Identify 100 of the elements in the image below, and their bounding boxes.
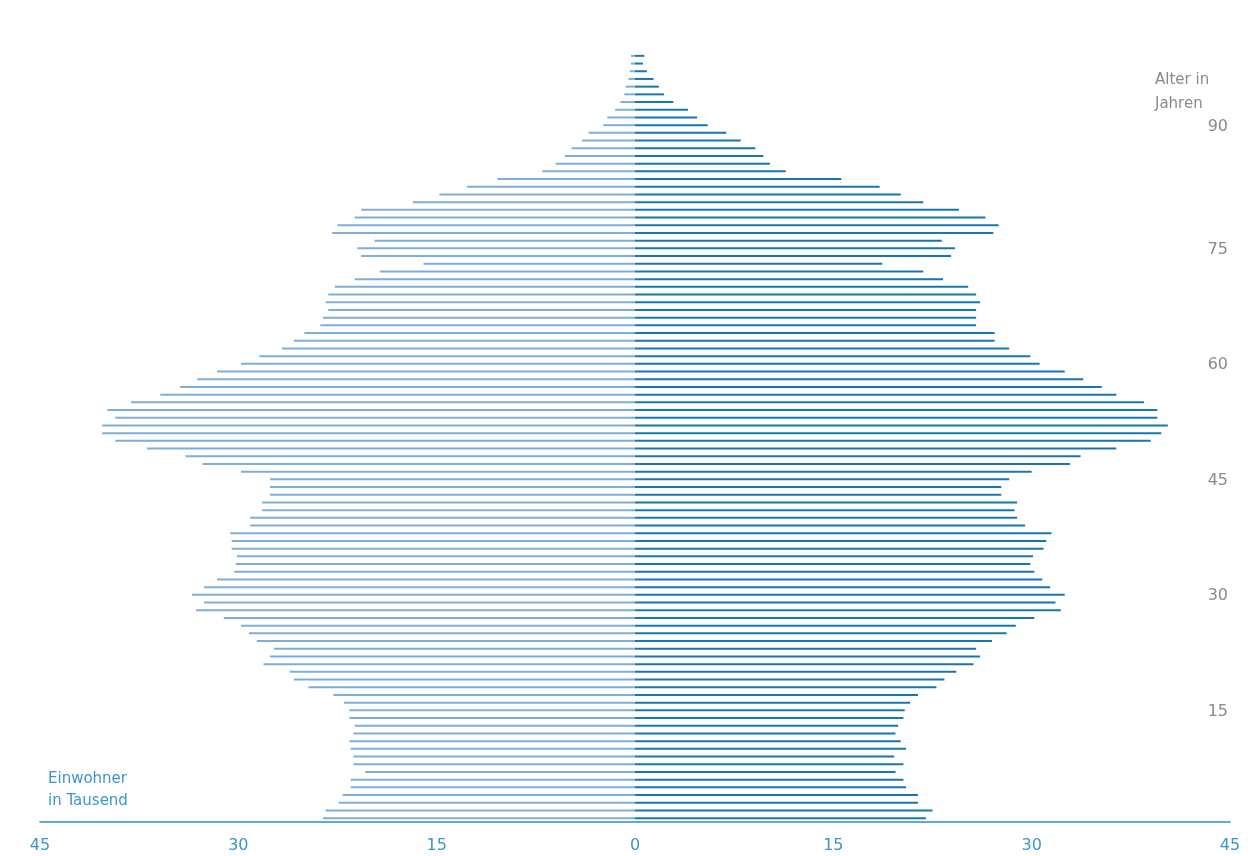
bar — [635, 640, 992, 643]
bar — [304, 332, 635, 335]
bar — [635, 770, 896, 773]
bar — [379, 270, 635, 273]
bar — [635, 62, 643, 65]
bar — [274, 647, 635, 650]
bar — [374, 239, 635, 242]
bar — [350, 778, 635, 781]
bar — [635, 455, 1081, 458]
bar — [325, 301, 635, 304]
bar — [635, 293, 977, 296]
bar — [635, 324, 977, 327]
bar — [237, 555, 635, 558]
y-tick-label: 60 — [1207, 354, 1228, 374]
bar — [620, 101, 635, 104]
bar — [635, 393, 1117, 396]
bar — [635, 563, 1031, 566]
bar — [635, 778, 904, 781]
bar — [635, 663, 974, 666]
y-tick-label: 30 — [1207, 585, 1228, 605]
bar — [607, 116, 635, 119]
bar — [349, 709, 635, 712]
bar — [635, 786, 907, 789]
bar — [635, 555, 1033, 558]
bar — [635, 108, 688, 111]
bar — [217, 370, 635, 373]
bar — [635, 178, 842, 181]
bar — [320, 324, 635, 327]
bar — [332, 231, 635, 234]
bar — [202, 462, 635, 465]
bar — [354, 216, 635, 219]
bar — [635, 201, 924, 204]
bar — [102, 432, 635, 435]
bar — [250, 524, 635, 527]
bar — [344, 701, 635, 704]
bar — [635, 193, 901, 196]
bar — [635, 439, 1151, 442]
bar — [635, 670, 957, 673]
bar — [262, 509, 635, 512]
bar — [423, 262, 635, 265]
bar — [361, 255, 635, 258]
bar — [635, 740, 901, 743]
bar — [354, 278, 635, 281]
bar — [635, 747, 907, 750]
bar — [635, 701, 911, 704]
bar — [262, 501, 635, 504]
bar — [635, 77, 654, 80]
bar — [635, 632, 1007, 635]
bar — [635, 370, 1065, 373]
bar — [635, 262, 883, 265]
bar — [147, 447, 635, 450]
x-tick-label: 15 — [823, 834, 844, 854]
bar — [635, 447, 1117, 450]
bar — [337, 224, 635, 227]
bar — [635, 139, 741, 142]
bar — [635, 224, 999, 227]
bar — [635, 424, 1168, 427]
bar — [240, 470, 635, 473]
bar — [185, 455, 635, 458]
bar — [628, 77, 635, 80]
bar — [635, 609, 1061, 612]
bar — [115, 416, 635, 419]
bar — [635, 362, 1040, 365]
bar — [635, 547, 1044, 550]
bar — [635, 462, 1071, 465]
bar — [203, 586, 635, 589]
bar — [635, 578, 1043, 581]
bar — [582, 139, 635, 142]
bar — [635, 162, 770, 165]
bar — [635, 801, 918, 804]
bar — [635, 709, 905, 712]
bar — [230, 532, 635, 535]
bar — [635, 170, 786, 173]
bar — [334, 285, 635, 288]
bar — [365, 770, 635, 773]
bar — [603, 124, 635, 127]
bar — [240, 624, 635, 627]
bar — [293, 339, 635, 342]
bar — [635, 270, 924, 273]
y-tick-label: 90 — [1207, 115, 1228, 135]
bar — [308, 686, 635, 689]
bar — [624, 93, 635, 96]
bar — [234, 570, 635, 573]
bar — [635, 231, 994, 234]
bar — [635, 378, 1084, 381]
bar — [102, 424, 635, 427]
bar — [353, 755, 635, 758]
bar — [467, 185, 635, 188]
bar — [270, 478, 635, 481]
bar — [350, 786, 635, 789]
y-tick-label: 45 — [1207, 469, 1228, 489]
bar — [635, 401, 1145, 404]
bar — [635, 532, 1052, 535]
bar — [635, 154, 764, 157]
bar — [635, 501, 1018, 504]
bar — [333, 693, 635, 696]
bar — [635, 93, 665, 96]
bar — [635, 616, 1035, 619]
bar — [107, 409, 635, 412]
bar — [635, 355, 1031, 358]
